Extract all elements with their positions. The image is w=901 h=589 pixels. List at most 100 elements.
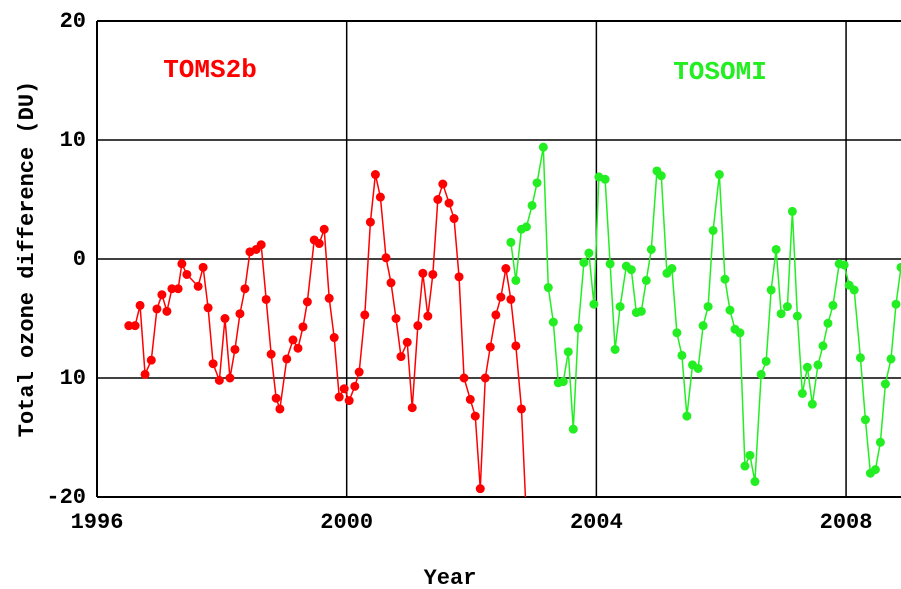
plot-area — [124, 142, 901, 525]
data-point — [589, 299, 599, 309]
data-point — [896, 262, 901, 272]
data-point — [496, 292, 506, 302]
data-point — [381, 253, 391, 263]
data-point — [703, 302, 713, 312]
data-point — [370, 170, 380, 180]
data-point — [677, 350, 687, 360]
data-point — [350, 381, 360, 391]
data-point — [220, 314, 230, 323]
data-point — [418, 268, 428, 278]
data-point — [480, 373, 490, 383]
data-point — [182, 269, 192, 279]
data-point — [152, 304, 162, 314]
data-point — [298, 322, 308, 332]
data-point — [807, 399, 817, 409]
data-point — [600, 174, 610, 184]
data-point — [860, 415, 870, 425]
data-point — [407, 403, 417, 413]
data-point — [293, 343, 303, 353]
series-line — [510, 147, 901, 482]
data-point — [271, 393, 281, 403]
y-tick-label: 10 — [60, 128, 86, 153]
data-point — [339, 384, 349, 394]
data-point — [875, 437, 885, 447]
x-tick-label: 2008 — [820, 510, 873, 535]
data-point — [511, 341, 521, 351]
data-point — [548, 317, 558, 327]
data-point — [386, 278, 396, 288]
data-point — [354, 367, 364, 377]
data-point — [886, 354, 896, 364]
data-point — [203, 303, 213, 313]
x-axis-label: Year — [424, 566, 477, 589]
data-point — [465, 394, 475, 404]
data-point — [135, 300, 145, 310]
y-tick-label: 20 — [60, 9, 86, 34]
data-point — [563, 347, 573, 357]
data-point — [365, 217, 375, 227]
data-point — [344, 396, 354, 406]
data-point — [225, 373, 235, 383]
data-point — [391, 314, 401, 323]
data-point — [235, 309, 245, 319]
data-point — [802, 362, 812, 372]
data-point — [329, 333, 339, 343]
y-tick-label: 0 — [73, 247, 86, 272]
series-line — [128, 174, 527, 497]
data-point — [521, 222, 531, 232]
data-point — [428, 269, 438, 279]
x-tick-label: 1996 — [71, 510, 124, 535]
data-point — [682, 411, 692, 421]
data-point — [319, 224, 329, 234]
data-point — [543, 283, 553, 293]
labels: Year Total ozone difference (DU) -20 10 0 1… — [15, 9, 873, 589]
data-point — [302, 297, 312, 307]
data-point — [641, 275, 651, 285]
data-point — [828, 300, 838, 310]
data-point — [813, 360, 823, 370]
data-point — [782, 302, 792, 312]
data-point — [506, 237, 516, 247]
data-point — [558, 377, 568, 387]
data-point — [511, 275, 521, 285]
data-point — [870, 465, 880, 475]
data-point — [396, 352, 406, 362]
data-point — [823, 318, 833, 328]
x-tick-label: 2004 — [570, 510, 623, 535]
data-point — [818, 341, 828, 351]
data-point — [173, 284, 183, 294]
data-point — [776, 309, 786, 319]
data-point — [891, 299, 901, 309]
data-point — [193, 281, 203, 291]
legend-label: TOSOMI — [673, 57, 767, 87]
data-point — [708, 225, 718, 235]
data-point — [230, 344, 240, 354]
data-point — [288, 335, 298, 345]
data-point — [475, 484, 485, 494]
data-point — [177, 259, 187, 269]
data-point — [839, 260, 849, 270]
data-point — [449, 214, 459, 224]
data-point — [130, 321, 140, 331]
data-point — [282, 354, 292, 364]
data-point — [720, 274, 730, 284]
data-point — [761, 356, 771, 366]
data-point — [402, 337, 412, 347]
data-point — [140, 369, 150, 379]
data-point — [538, 142, 548, 152]
data-point — [261, 294, 271, 304]
y-axis-label: Total ozone difference (DU) — [15, 81, 40, 437]
data-point — [485, 342, 495, 352]
data-point — [266, 349, 276, 359]
data-point — [584, 248, 594, 258]
data-point — [314, 239, 324, 249]
legend-label: TOMS2b — [163, 55, 257, 85]
data-point — [506, 294, 516, 304]
data-point — [792, 311, 802, 321]
data-point — [656, 171, 666, 181]
data-point — [740, 461, 750, 471]
data-point — [516, 404, 526, 414]
y-tick-label: -20 — [46, 485, 86, 510]
data-point — [522, 516, 531, 525]
